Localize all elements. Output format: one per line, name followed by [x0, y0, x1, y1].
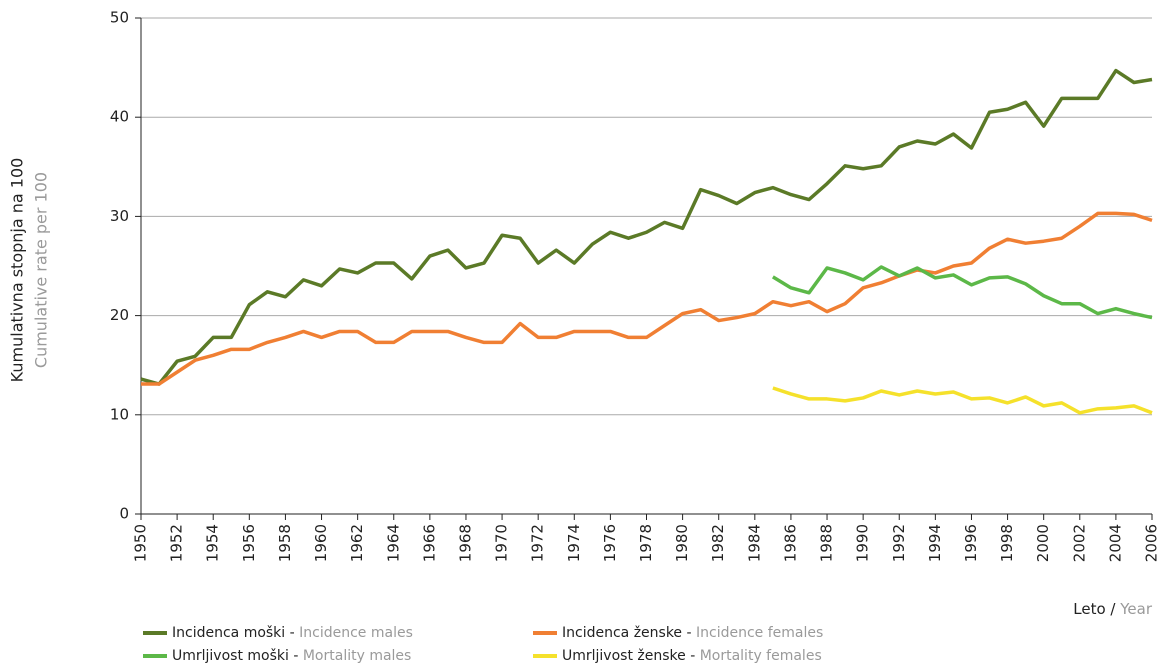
y-tick-label: 20 [110, 306, 129, 324]
x-tick-label: 1982 [709, 524, 727, 562]
x-tick-label: 1952 [168, 524, 186, 562]
x-tick-label: 1960 [312, 524, 330, 562]
x-tick-label: 1976 [601, 524, 619, 562]
legend-label-part: Umrljivost ženske [562, 648, 686, 664]
x-tick-label: 1958 [276, 524, 294, 562]
legend-label-part: Incidence males [299, 625, 413, 641]
x-tick-label: 1972 [529, 524, 547, 562]
x-tick-label: 1950 [132, 524, 150, 562]
x-axis-label-part: Leto [1073, 600, 1105, 618]
x-tick-label: 1988 [818, 524, 836, 562]
x-axis-label-part: / [1106, 600, 1121, 618]
series-line [141, 211, 1153, 386]
legend-label-part: Incidence females [696, 625, 823, 641]
x-axis-label-part: Year [1119, 600, 1153, 618]
x-tick-label: 1980 [673, 524, 691, 562]
legend-label-part: - [686, 648, 700, 664]
x-tick-label: 1962 [348, 524, 366, 562]
legend-label-part: Umrljivost moški [172, 648, 289, 664]
x-tick-label: 2000 [1034, 524, 1052, 562]
legend-label: Umrljivost ženske - Mortality females [562, 648, 822, 664]
x-tick-label: 1964 [384, 524, 402, 562]
x-tick-label: 2004 [1106, 524, 1124, 562]
x-tick-label: 1996 [962, 524, 980, 562]
x-tick-label: 1954 [204, 524, 222, 562]
y-tick-label: 40 [110, 108, 129, 126]
x-axis-label: Leto / Year [1073, 600, 1153, 618]
series-line [140, 68, 1153, 386]
legend-label-part: Incidenca ženske [562, 625, 682, 641]
series-line [772, 386, 1153, 415]
y-axis-label: Cumulative rate per 100 [32, 172, 51, 368]
legend-label: Incidenca moški - Incidence males [172, 625, 413, 641]
legend-label-part: - [285, 625, 299, 641]
x-tick-label: 1990 [854, 524, 872, 562]
legend-label-part: Incidenca moški [172, 625, 285, 641]
x-tick-label: 2006 [1143, 524, 1161, 562]
legend-label: Incidenca ženske - Incidence females [562, 625, 823, 641]
series-line [771, 265, 1153, 320]
x-tick-label: 1978 [637, 524, 655, 562]
x-tick-label: 1992 [890, 524, 908, 562]
legend-label-part: - [289, 648, 303, 664]
x-tick-label: 1970 [493, 524, 511, 562]
legend-label-part: Mortality females [700, 648, 822, 664]
x-tick-label: 1984 [745, 524, 763, 562]
legend-label-part: - [682, 625, 696, 641]
x-tick-label: 1994 [926, 524, 944, 562]
x-tick-label: 1968 [456, 524, 474, 562]
x-tick-label: 1956 [240, 524, 258, 562]
y-tick-label: 10 [110, 405, 129, 423]
x-tick-label: 1974 [565, 524, 583, 562]
legend-label-part: Mortality males [303, 648, 412, 664]
x-tick-label: 1986 [781, 524, 799, 562]
x-tick-label: 1998 [998, 524, 1016, 562]
y-tick-label: 30 [110, 207, 129, 225]
x-tick-label: 2002 [1070, 524, 1088, 562]
y-axis-label: Kumulativna stopnja na 100 [8, 158, 27, 383]
legend-label: Umrljivost moški - Mortality males [172, 648, 411, 664]
y-tick-label: 50 [110, 9, 129, 27]
x-tick-label: 1966 [420, 524, 438, 562]
y-tick-label: 0 [119, 505, 129, 523]
